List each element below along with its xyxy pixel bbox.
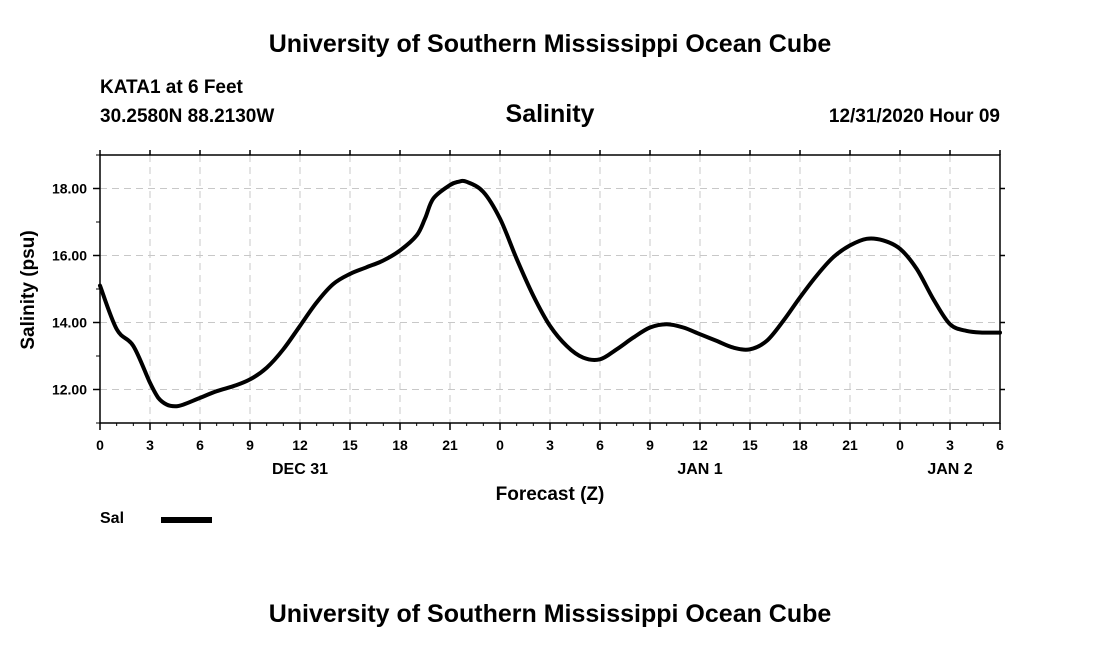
date-label: JAN 2 [927, 461, 972, 478]
legend-label: Sal [100, 510, 125, 527]
coordinates-label: 30.2580N 88.2130W [100, 106, 275, 127]
x-tick-label: 12 [692, 437, 708, 453]
x-tick-label: 18 [392, 437, 408, 453]
x-tick-label: 21 [442, 437, 458, 453]
x-tick-label: 9 [646, 437, 654, 453]
x-tick-label: 0 [496, 437, 504, 453]
series-line-sal [98, 178, 1002, 409]
x-tick-label: 0 [896, 437, 904, 453]
x-tick-label: 0 [96, 437, 104, 453]
page-title: University of Southern Mississippi Ocean… [268, 30, 832, 58]
x-tick-label: 15 [342, 437, 358, 453]
x-tick-label: 3 [546, 437, 554, 453]
x-tick-label: 6 [196, 437, 204, 453]
date-label: JAN 1 [677, 461, 722, 478]
y-axis-label: Salinity (psu) [18, 230, 39, 349]
x-tick-label: 12 [292, 437, 308, 453]
station-label: KATA1 at 6 Feet [100, 77, 243, 98]
y-tick-label: 16.00 [52, 248, 87, 264]
run-time-label: 12/31/2020 Hour 09 [828, 106, 1000, 127]
x-tick-label: 15 [742, 437, 758, 453]
y-tick-label: 18.00 [52, 181, 87, 197]
chart-title: Salinity [505, 100, 595, 128]
axes: 0 3 6 9 12 15 18 21 0 3 6 9 12 15 18 21 0 3 6 12.00 14.00 16.… [52, 150, 1005, 478]
y-tick-label: 12.00 [52, 382, 87, 398]
footer-title: University of Southern Mississippi Ocean… [268, 600, 832, 628]
x-tick-label: 21 [842, 437, 858, 453]
x-tick-label: 6 [596, 437, 604, 453]
x-tick-label: 3 [946, 437, 954, 453]
x-tick-label: 9 [246, 437, 254, 453]
x-tick-label: 3 [146, 437, 154, 453]
y-tick-label: 14.00 [52, 315, 87, 331]
x-tick-label: 6 [996, 437, 1004, 453]
grid [100, 155, 1000, 423]
date-label: DEC 31 [272, 461, 328, 478]
x-tick-label: 18 [792, 437, 808, 453]
legend-swatch [161, 517, 212, 523]
x-axis-label: Forecast (Z) [496, 484, 605, 505]
